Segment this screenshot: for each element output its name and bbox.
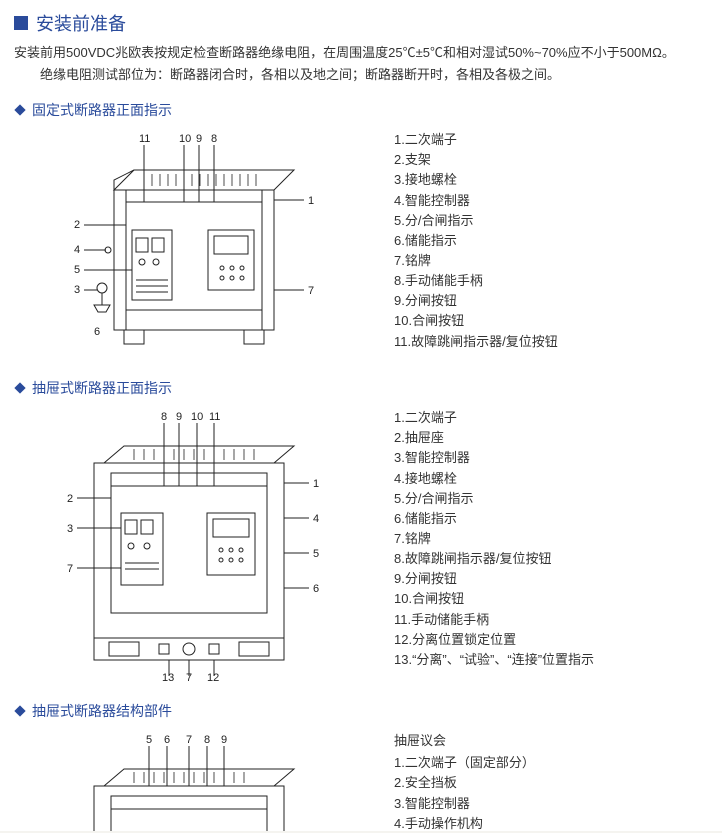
legend-item: 4.接地螺栓: [394, 469, 708, 489]
diamond-icon: [14, 105, 25, 116]
diagram-3: 5 6 7 8 9: [34, 731, 354, 831]
page-title: 安装前准备: [36, 10, 126, 36]
diagram-2: 8 9 10 11 1 4 5 6 2 3 7 13 7 12: [34, 408, 354, 683]
svg-text:2: 2: [74, 219, 80, 231]
legend-item: 2.抽屉座: [394, 428, 708, 448]
svg-text:13: 13: [162, 672, 174, 683]
legend-item: 11.故障跳闸指示器/复位按钮: [394, 332, 708, 352]
svg-text:7: 7: [186, 734, 192, 746]
diagram-1: 11 10 9 8 1 7 2 4 5 3 6: [34, 130, 354, 360]
svg-text:4: 4: [313, 513, 319, 525]
svg-text:6: 6: [313, 583, 319, 595]
svg-text:11: 11: [209, 411, 220, 423]
legend-item: 8.手动储能手柄: [394, 271, 708, 291]
section-2-label: 抽屉式断路器正面指示: [32, 378, 172, 398]
legend-1: 1.二次端子 2.支架 3.接地螺栓 4.智能控制器 5.分/合闸指示 6.储能…: [394, 130, 708, 352]
intro-line-1: 安装前用500VDC兆欧表按规定检查断路器绝缘电阻，在周围温度25℃±5℃和相对…: [14, 42, 708, 64]
legend-item: 9.分闸按钮: [394, 291, 708, 311]
section-1-row: 11 10 9 8 1 7 2 4 5 3 6 1.二次端子 2.支架 3.接地…: [14, 130, 708, 360]
svg-text:10: 10: [179, 133, 191, 145]
legend-item: 5.分/合闸指示: [394, 489, 708, 509]
legend-item: 6.储能指示: [394, 509, 708, 529]
legend-item: 1.二次端子: [394, 130, 708, 150]
svg-text:4: 4: [74, 244, 80, 256]
legend-2: 1.二次端子 2.抽屉座 3.智能控制器 4.接地螺栓 5.分/合闸指示 6.储…: [394, 408, 708, 670]
legend-3: 抽屉议会 1.二次端子（固定部分） 2.安全挡板 3.智能控制器 4.手动操作机…: [394, 731, 708, 831]
svg-text:1: 1: [308, 195, 314, 207]
svg-text:9: 9: [196, 133, 202, 145]
svg-text:12: 12: [207, 672, 219, 683]
svg-text:5: 5: [74, 264, 80, 276]
svg-text:8: 8: [204, 734, 210, 746]
diamond-icon: [14, 383, 25, 394]
svg-text:6: 6: [164, 734, 170, 746]
section-title-2: 抽屉式断路器正面指示: [14, 378, 708, 398]
svg-text:3: 3: [74, 284, 80, 296]
legend-item: 4.智能控制器: [394, 191, 708, 211]
legend-item: 13.“分离”、“试验”、“连接”位置指示: [394, 650, 708, 670]
svg-text:8: 8: [211, 133, 217, 145]
legend-item: 10.合闸按钮: [394, 589, 708, 609]
svg-text:9: 9: [176, 411, 182, 423]
svg-text:2: 2: [67, 493, 73, 505]
legend-item: 3.智能控制器: [394, 448, 708, 468]
callout-num: 11: [139, 133, 150, 145]
page-title-row: 安装前准备: [14, 10, 708, 36]
legend-3-head: 抽屉议会: [394, 731, 708, 751]
legend-item: 7.铭牌: [394, 529, 708, 549]
legend-item: 6.储能指示: [394, 231, 708, 251]
svg-text:6: 6: [94, 326, 100, 338]
legend-item: 3.智能控制器: [394, 794, 708, 814]
legend-item: 5.分/合闸指示: [394, 211, 708, 231]
svg-text:3: 3: [67, 523, 73, 535]
legend-item: 2.支架: [394, 150, 708, 170]
legend-item: 3.接地螺栓: [394, 170, 708, 190]
svg-text:8: 8: [161, 411, 167, 423]
legend-item: 11.手动储能手柄: [394, 610, 708, 630]
section-1-label: 固定式断路器正面指示: [32, 100, 172, 120]
diamond-icon: [14, 706, 25, 717]
intro-block: 安装前用500VDC兆欧表按规定检查断路器绝缘电阻，在周围温度25℃±5℃和相对…: [14, 42, 708, 86]
svg-text:7: 7: [308, 285, 314, 297]
svg-text:7: 7: [67, 563, 73, 575]
legend-item: 9.分闸按钮: [394, 569, 708, 589]
square-icon: [14, 16, 28, 30]
section-title-1: 固定式断路器正面指示: [14, 100, 708, 120]
svg-text:5: 5: [313, 548, 319, 560]
legend-item: 12.分离位置锁定位置: [394, 630, 708, 650]
section-title-3: 抽屉式断路器结构部件: [14, 701, 708, 721]
legend-item: 1.二次端子: [394, 408, 708, 428]
intro-line-2: 绝缘电阻测试部位为：断路器闭合时，各相以及地之间；断路器断开时，各相及各极之间。: [14, 64, 708, 86]
page: 安装前准备 安装前用500VDC兆欧表按规定检查断路器绝缘电阻，在周围温度25℃…: [0, 0, 722, 831]
legend-item: 2.安全挡板: [394, 773, 708, 793]
svg-text:10: 10: [191, 411, 203, 423]
section-3-row: 5 6 7 8 9 抽屉议会 1.二次端子（固定部分） 2.安全挡板 3.智能控…: [14, 731, 708, 831]
section-2-row: 8 9 10 11 1 4 5 6 2 3 7 13 7 12 1.二次端子: [14, 408, 708, 683]
svg-text:7: 7: [186, 672, 192, 683]
legend-item: 1.二次端子（固定部分）: [394, 753, 708, 773]
svg-text:5: 5: [146, 734, 152, 746]
svg-text:1: 1: [313, 478, 319, 490]
section-3-label: 抽屉式断路器结构部件: [32, 701, 172, 721]
legend-item: 10.合闸按钮: [394, 311, 708, 331]
svg-text:9: 9: [221, 734, 227, 746]
legend-item: 7.铭牌: [394, 251, 708, 271]
legend-item: 8.故障跳闸指示器/复位按钮: [394, 549, 708, 569]
legend-item: 4.手动操作机构: [394, 814, 708, 831]
